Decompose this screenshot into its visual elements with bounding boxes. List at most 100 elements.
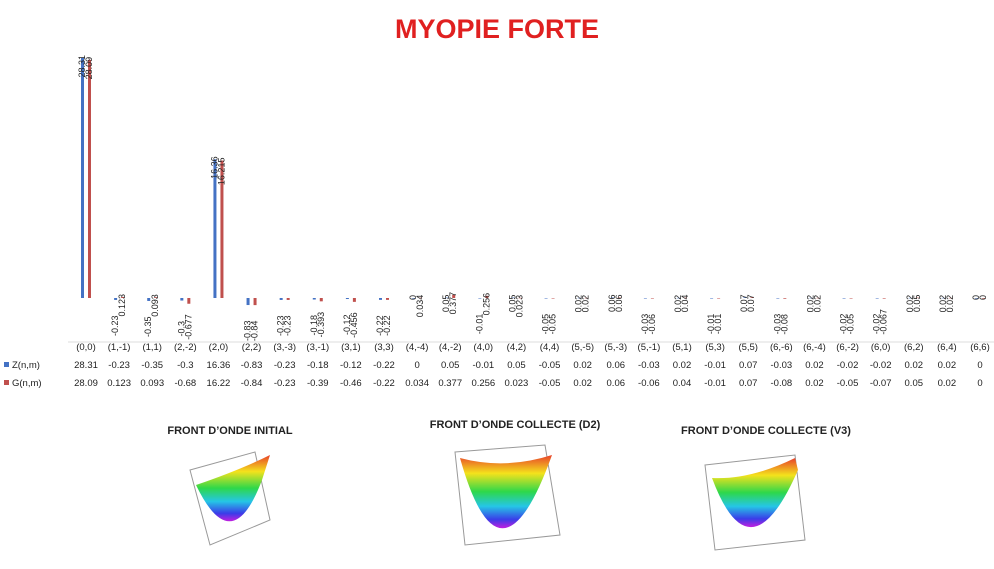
- bar: [319, 298, 323, 302]
- bar: [677, 297, 680, 299]
- table-header: (2,-2): [174, 342, 197, 353]
- bar: [908, 297, 912, 299]
- table-cell: 0.05: [507, 360, 526, 371]
- table-cell: -0.01: [704, 378, 726, 389]
- table-cell: -0.3: [177, 360, 193, 371]
- table-header: (6,-6): [770, 342, 793, 353]
- bar-label: 0.05: [441, 295, 451, 313]
- table-cell: -0.03: [638, 360, 660, 371]
- table-cell: -0.01: [473, 360, 495, 371]
- table-cell: -0.01: [704, 360, 726, 371]
- table-header: (0,0): [76, 342, 96, 353]
- bar: [875, 298, 879, 299]
- bar: [478, 298, 482, 299]
- table-header: (5,-1): [638, 342, 661, 353]
- bar-label: -0.05: [846, 314, 856, 335]
- bar: [584, 297, 588, 299]
- bar: [743, 297, 747, 298]
- table-cell: -0.18: [307, 360, 329, 371]
- table-cell: -0.06: [638, 378, 660, 389]
- bar-label: 0.02: [574, 295, 584, 313]
- bar-label: 0.02: [673, 295, 683, 313]
- table-header: (1,-1): [108, 342, 131, 353]
- bar-label: -0.02: [839, 314, 849, 335]
- bar: [154, 297, 158, 298]
- bar-label: -0.3: [176, 321, 186, 337]
- table-header: (5,1): [672, 342, 692, 353]
- bar-label: -0.08: [779, 314, 789, 335]
- table-header: (6,6): [970, 342, 990, 353]
- bar: [776, 298, 780, 299]
- table-cell: 0.123: [107, 378, 131, 389]
- bar-label: -0.35: [143, 316, 153, 337]
- table-header: (5,-5): [571, 342, 594, 353]
- bar-label: -0.01: [474, 314, 484, 335]
- bar: [187, 298, 191, 304]
- table-cell: 0: [414, 360, 419, 371]
- table-cell: -0.35: [141, 360, 163, 371]
- bar: [617, 297, 621, 298]
- bar: [88, 59, 91, 298]
- table-header: (3,1): [341, 342, 361, 353]
- table-cell: -0.39: [307, 378, 329, 389]
- bar-label: -0.83: [243, 321, 253, 342]
- bar: [386, 298, 389, 300]
- table-cell: -0.08: [771, 378, 793, 389]
- table-header: (6,0): [871, 342, 891, 353]
- table-cell: 0.04: [673, 378, 692, 389]
- bar-label: 16.36: [209, 156, 219, 179]
- bar: [809, 297, 813, 299]
- table-header: (4,4): [540, 342, 560, 353]
- table-cell: 0.034: [405, 378, 429, 389]
- bar: [710, 298, 714, 299]
- table-cell: 0.02: [938, 360, 957, 371]
- table-cell: 0.02: [573, 378, 592, 389]
- bar-label: -0.05: [541, 314, 551, 335]
- bar: [849, 298, 853, 299]
- table-cell: 0.093: [140, 378, 164, 389]
- bar-label: 0.07: [739, 294, 749, 312]
- bar: [684, 297, 687, 299]
- bar: [544, 298, 548, 299]
- bar-label: 0.06: [607, 294, 617, 312]
- bar-label: -0.677: [183, 314, 193, 340]
- table-header: (4,-4): [406, 342, 429, 353]
- table-cell: 0.07: [739, 378, 758, 389]
- table-cell: -0.23: [274, 360, 296, 371]
- table-cell: 0.02: [673, 360, 692, 371]
- legend-swatch: [4, 362, 9, 367]
- bar-label: 0.02: [905, 295, 915, 313]
- table-header: (2,2): [242, 342, 262, 353]
- chart-title: MYOPIE FORTE: [395, 14, 599, 44]
- bar-label: 0.02: [581, 295, 591, 313]
- table-cell: 0.05: [441, 360, 460, 371]
- table-cell: -0.05: [539, 378, 561, 389]
- bar-label: -0.03: [640, 314, 650, 335]
- bar: [246, 298, 250, 306]
- table-cell: -0.02: [870, 360, 892, 371]
- bar: [485, 295, 489, 298]
- table-header: (6,-4): [803, 342, 826, 353]
- table-cell: -0.46: [340, 378, 362, 389]
- table-cell: -0.22: [373, 378, 395, 389]
- table-cell: -0.07: [870, 378, 892, 389]
- bar: [220, 160, 224, 298]
- bar: [445, 297, 449, 299]
- bar: [121, 296, 125, 298]
- bar: [180, 298, 184, 301]
- bar: [551, 298, 555, 299]
- bar: [312, 298, 316, 300]
- table-cell: 0: [977, 360, 982, 371]
- panel-title: FRONT D’ONDE COLLECTE (D2): [430, 419, 601, 431]
- bar: [352, 298, 356, 302]
- bar: [577, 297, 581, 299]
- bar-label: -0.23: [276, 315, 286, 336]
- bar: [750, 297, 754, 298]
- table-cell: -0.02: [837, 360, 859, 371]
- table-cell: 0.06: [607, 360, 626, 371]
- legend-swatch: [4, 380, 9, 385]
- table-header: (1,1): [142, 342, 162, 353]
- bar-label: 0.093: [150, 294, 160, 317]
- surface-d2: [454, 444, 561, 546]
- bar: [518, 297, 522, 299]
